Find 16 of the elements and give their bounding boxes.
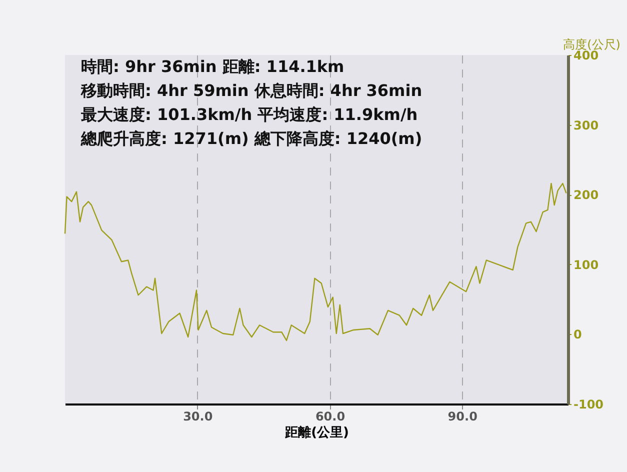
x-axis-title: 距離(公里) [284,426,349,440]
y-tick-label: 200 [574,188,599,202]
y-tick-label: -100 [574,398,604,412]
line-series [64,182,567,342]
x-tick-label: 60.0 [315,410,346,424]
y-tick-label: 400 [574,48,599,62]
annotation: 最大速度: 101.3km/h 平均速度: 11.9km/h [80,105,418,124]
y-tick-label: 300 [574,118,599,132]
annotation: 時間: 9hr 36min 距離: 114.1km [81,57,344,76]
y-tick-label: 0 [574,328,582,342]
y-tick-label: 100 [574,258,599,272]
annotation: 總爬升高度: 1271(m) 總下降高度: 1240(m) [80,129,422,148]
x-tick-label: 90.0 [448,410,478,424]
y-axis-title: 高度(公尺) [563,38,620,52]
x-tick-label: 30.0 [183,410,213,424]
annotation: 移動時間: 4hr 59min 休息時間: 4hr 36min [80,81,422,100]
